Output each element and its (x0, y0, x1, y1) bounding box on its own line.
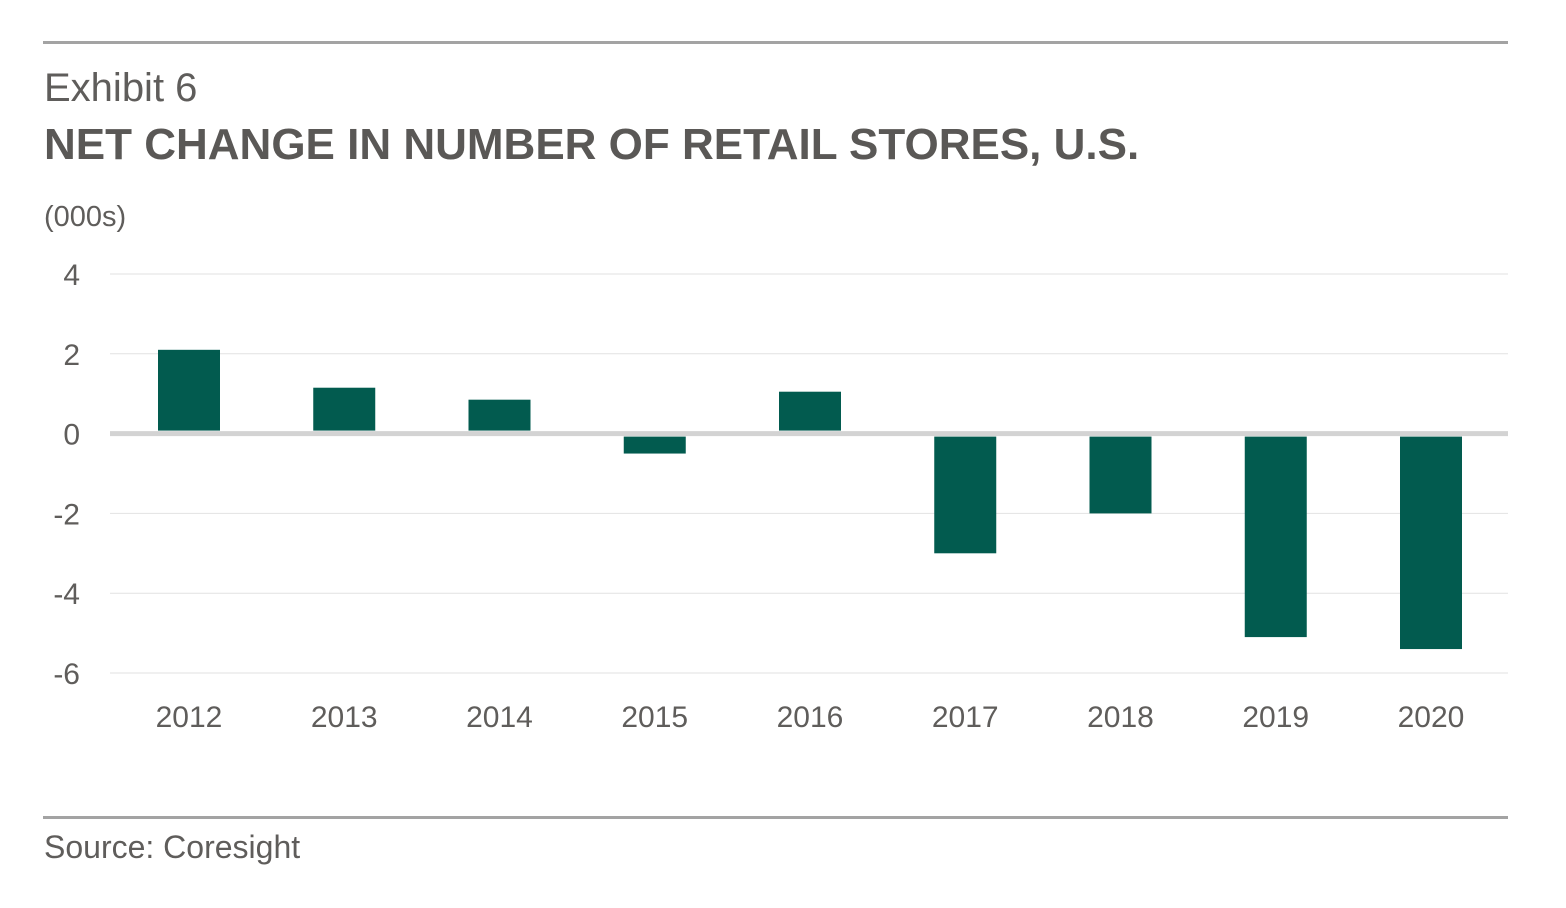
bar (468, 399, 531, 431)
bar (313, 387, 376, 431)
x-tick-label: 2020 (1398, 701, 1465, 734)
source-note: Source: Coresight (44, 829, 301, 865)
top-rule (43, 41, 1508, 44)
y-tick-label: 0 (63, 419, 80, 452)
x-tick-label: 2019 (1242, 701, 1309, 734)
y-axis-unit-label: (000s) (44, 201, 127, 233)
y-tick-label: -6 (53, 658, 80, 691)
bar (934, 436, 997, 554)
y-axis-ticks: 4 2 0 -2 -4 -6 (53, 259, 80, 691)
bars (158, 349, 1462, 650)
bar (779, 391, 841, 431)
x-tick-label: 2018 (1087, 701, 1154, 734)
exhibit-label: Exhibit 6 (44, 66, 198, 110)
bar (1089, 436, 1152, 514)
y-tick-label: -2 (53, 498, 80, 531)
bar (1244, 436, 1307, 638)
bar-chart: 420-2-4-6 2012 2013 2014 2015 2016 2017 2018 20… (53, 259, 1508, 734)
bar (623, 436, 686, 454)
y-tick-label: 4 (63, 259, 80, 292)
x-tick-label: 2017 (932, 701, 999, 734)
y-tick-label: -4 (53, 578, 80, 611)
x-tick-label: 2013 (311, 701, 378, 734)
bottom-rule (43, 816, 1508, 819)
x-tick-label: 2015 (621, 701, 688, 734)
x-tick-label: 2012 (156, 701, 223, 734)
x-tick-label: 2014 (466, 701, 533, 734)
chart-title: NET CHANGE IN NUMBER OF RETAIL STORES, U… (44, 120, 1140, 169)
x-tick-label: 2016 (777, 701, 844, 734)
x-axis-ticks: 2012 2013 2014 2015 2016 2017 2018 2019 2020 (156, 701, 1465, 734)
bar (158, 349, 220, 431)
bar (1400, 436, 1462, 650)
y-tick-label: 2 (63, 339, 80, 372)
